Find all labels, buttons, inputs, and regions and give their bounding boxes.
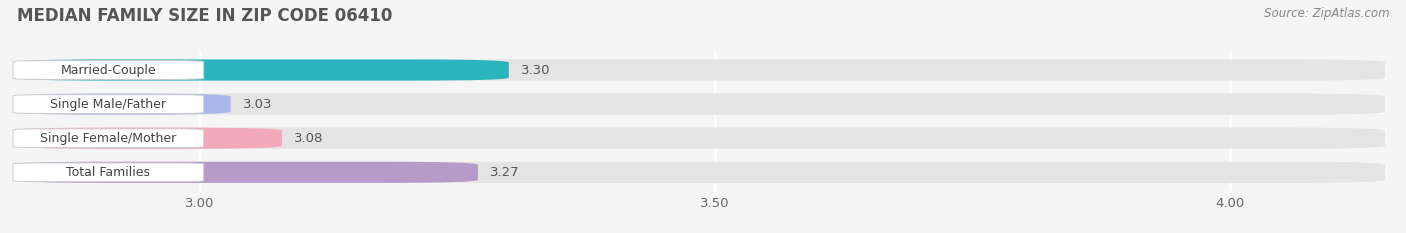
FancyBboxPatch shape — [13, 129, 204, 147]
FancyBboxPatch shape — [14, 93, 1385, 115]
Text: 3.08: 3.08 — [294, 132, 323, 145]
FancyBboxPatch shape — [14, 59, 509, 81]
Text: 3.30: 3.30 — [522, 64, 551, 76]
Text: 3.03: 3.03 — [243, 98, 273, 111]
FancyBboxPatch shape — [14, 128, 283, 149]
FancyBboxPatch shape — [14, 162, 1385, 183]
Text: Single Male/Father: Single Male/Father — [51, 98, 166, 111]
Text: Single Female/Mother: Single Female/Mother — [41, 132, 177, 145]
Text: Source: ZipAtlas.com: Source: ZipAtlas.com — [1264, 7, 1389, 20]
FancyBboxPatch shape — [14, 128, 1385, 149]
FancyBboxPatch shape — [14, 93, 231, 115]
FancyBboxPatch shape — [13, 95, 204, 113]
Text: 3.27: 3.27 — [491, 166, 520, 179]
Text: Married-Couple: Married-Couple — [60, 64, 156, 76]
FancyBboxPatch shape — [13, 61, 204, 79]
Text: MEDIAN FAMILY SIZE IN ZIP CODE 06410: MEDIAN FAMILY SIZE IN ZIP CODE 06410 — [17, 7, 392, 25]
Text: Total Families: Total Families — [66, 166, 150, 179]
FancyBboxPatch shape — [13, 163, 204, 182]
FancyBboxPatch shape — [14, 162, 478, 183]
FancyBboxPatch shape — [14, 59, 1385, 81]
